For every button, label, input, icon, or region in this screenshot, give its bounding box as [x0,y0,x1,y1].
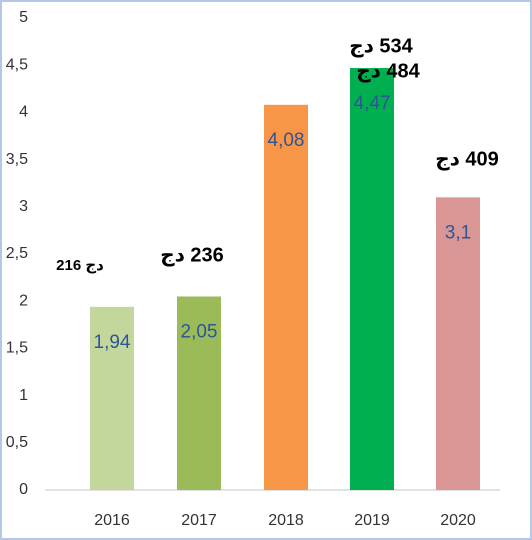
y-tick-label: 3,5 [6,151,28,168]
x-tick-label: 2020 [440,512,476,529]
value-label: 3,1 [445,222,471,243]
bar [436,197,480,491]
x-tick-label: 2016 [94,512,130,529]
annotation: 484 دج [356,60,420,82]
y-tick-label: 5 [19,9,28,26]
annotation: 409 دج [435,148,499,170]
y-tick-label: 3 [19,198,28,215]
value-label: 4,08 [268,130,305,151]
y-tick-label: 0 [19,481,28,498]
bar [350,68,394,491]
y-tick-label: 0,5 [6,434,28,451]
y-tick-label: 4 [19,104,28,121]
y-tick-label: 1,5 [6,340,28,357]
y-tick-label: 2,5 [6,245,28,262]
annotation: 534 دج [349,35,413,57]
value-label: 1,94 [94,332,131,353]
value-label: 2,05 [181,321,218,342]
bar [90,306,134,490]
annotation: 236 دج [160,244,224,266]
y-tick-label: 4,5 [6,56,28,73]
value-label: 4,47 [354,93,391,114]
x-tick-label: 2017 [181,512,217,529]
x-tick-label: 2018 [268,512,304,529]
x-tick-label: 2019 [354,512,390,529]
bar [177,296,221,490]
y-tick-label: 1 [19,387,28,404]
annotation: دج 216 [56,257,104,274]
y-tick-label: 2 [19,292,28,309]
bar [264,104,308,491]
